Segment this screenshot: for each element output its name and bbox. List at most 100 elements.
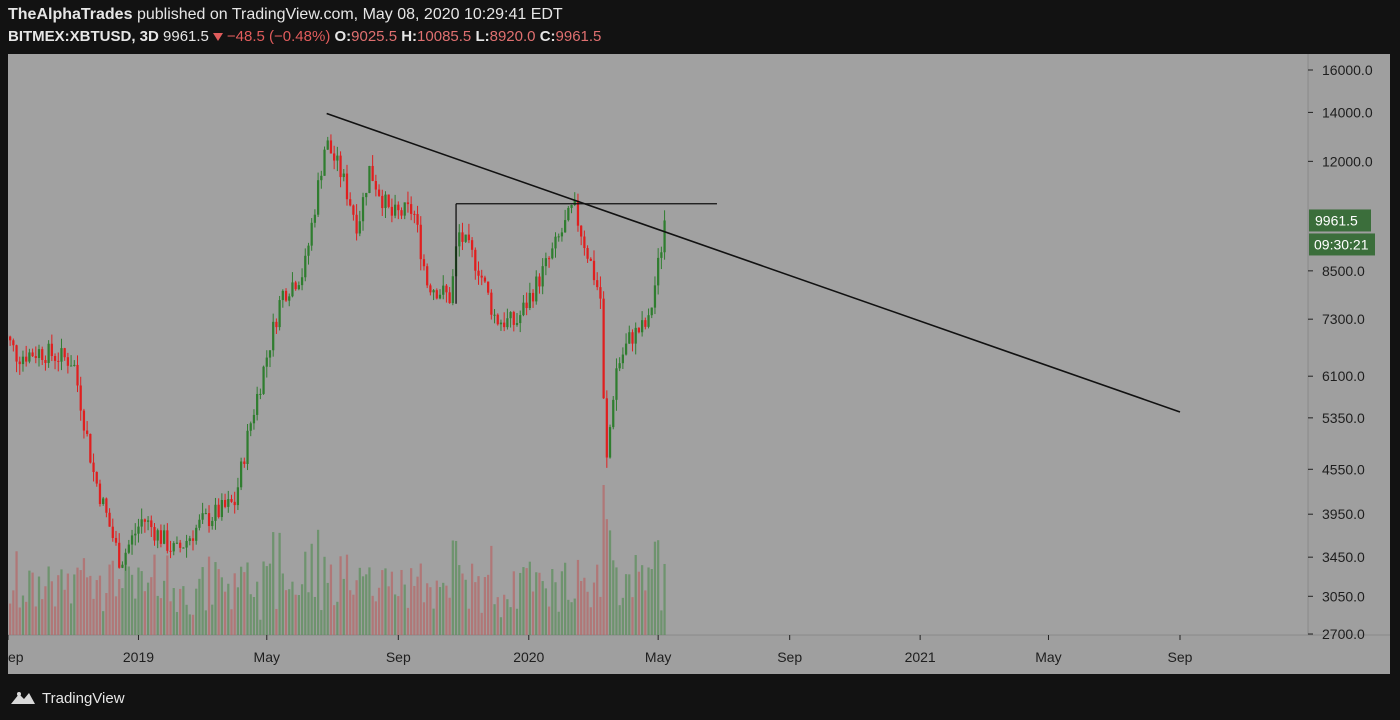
candle-body — [432, 290, 434, 292]
time-tick-label: 2019 — [123, 649, 154, 665]
countdown-badge-text: 09:30:21 — [1314, 236, 1369, 252]
volume-bar — [19, 607, 21, 635]
candle-body — [410, 204, 412, 214]
volume-bar — [631, 597, 633, 635]
volume-bar — [542, 581, 544, 635]
volume-bar — [590, 607, 592, 635]
candle-body — [141, 519, 143, 526]
candle-body — [445, 286, 447, 293]
candle-body — [439, 295, 441, 299]
volume-bar — [574, 599, 576, 635]
volume-bar — [635, 555, 637, 635]
candle-body — [214, 505, 216, 521]
volume-bar — [551, 569, 553, 635]
candle-body — [355, 215, 357, 234]
volume-bar — [92, 599, 94, 635]
volume-bar — [654, 542, 656, 635]
volume-bar — [577, 560, 579, 635]
volume-bar — [638, 572, 640, 635]
candle-body — [115, 538, 117, 543]
candle-body — [388, 195, 390, 207]
chart-canvas[interactable]: 16000.0 14000.0 12000.0 8500.0 7300.0 6100.0 5… — [8, 54, 1390, 674]
volume-bar — [413, 586, 415, 635]
symbol-line: BITMEX:XBTUSD, 3D 9961.5 −48.5 (−0.48%) O… — [8, 26, 601, 48]
tradingview-logo-icon[interactable] — [10, 688, 36, 708]
candle-body — [497, 315, 499, 325]
candle-body — [86, 431, 88, 434]
candle-body — [131, 535, 133, 544]
down-triangle-icon — [213, 33, 223, 41]
volume-bar — [253, 597, 255, 635]
volume-bar — [509, 607, 511, 635]
price-axis[interactable] — [1308, 54, 1390, 635]
volume-bar — [355, 580, 357, 635]
candle-body — [269, 350, 271, 357]
symbol-label[interactable]: BITMEX:XBTUSD, 3D — [8, 28, 159, 45]
volume-bar — [516, 609, 518, 635]
candle-body — [397, 205, 399, 211]
volume-bar — [105, 593, 107, 635]
candle-body — [323, 150, 325, 176]
volume-bar — [278, 533, 280, 635]
volume-bar — [218, 569, 220, 635]
candle-body — [307, 246, 309, 256]
volume-bar — [651, 569, 653, 635]
volume-bar — [266, 566, 268, 635]
price-chart[interactable]: 16000.0 14000.0 12000.0 8500.0 7300.0 6100.0 5… — [8, 54, 1390, 674]
volume-bar — [561, 571, 563, 635]
volume-bar — [606, 519, 608, 635]
volume-bar — [64, 590, 66, 635]
publisher-name[interactable]: TheAlphaTrades — [8, 6, 132, 23]
candle-body — [134, 534, 136, 536]
volume-bar — [108, 565, 110, 635]
candle-body — [474, 250, 476, 271]
candle-body — [182, 548, 184, 549]
volume-bar — [410, 568, 412, 635]
candle-body — [227, 499, 229, 507]
candle-body — [590, 259, 592, 261]
volume-bar — [349, 590, 351, 635]
low-label: L: — [475, 28, 489, 45]
candle-body — [278, 300, 280, 327]
candle-body — [163, 530, 165, 543]
volume-bar — [205, 610, 207, 635]
candle-body — [526, 303, 528, 308]
candle-body — [275, 322, 277, 327]
price-tick-label: 4550.0 — [1322, 461, 1365, 477]
chart-header: TheAlphaTrades published on TradingView.… — [8, 4, 601, 52]
candle-body — [57, 361, 59, 362]
volume-bar — [384, 568, 386, 635]
candle-body — [381, 196, 383, 208]
candle-body — [503, 323, 505, 328]
candle-body — [285, 291, 287, 301]
volume-bar — [657, 540, 659, 635]
candle-body — [76, 365, 78, 386]
volume-bar — [416, 577, 418, 635]
candle-body — [622, 355, 624, 364]
volume-bar — [125, 560, 127, 635]
volume-bar — [262, 561, 264, 635]
time-tick-label: May — [1035, 649, 1061, 665]
price-tick-label: 5350.0 — [1322, 410, 1365, 426]
candle-body — [67, 357, 69, 366]
candle-body — [327, 140, 329, 149]
volume-bar — [160, 598, 162, 635]
candle-body — [253, 415, 255, 423]
volume-bar — [548, 607, 550, 635]
candle-body — [144, 519, 146, 521]
candle-body — [465, 235, 467, 242]
candle-body — [12, 340, 14, 345]
candle-body — [567, 208, 569, 220]
volume-bar — [102, 611, 104, 635]
candle-body — [416, 214, 418, 225]
time-tick-label: Sep — [386, 649, 411, 665]
volume-bar — [330, 565, 332, 635]
footer-brand[interactable]: TradingView — [42, 690, 125, 707]
candle-body — [635, 328, 637, 344]
volume-bar — [137, 568, 139, 635]
volume-bar — [73, 574, 75, 635]
volume-bar — [195, 589, 197, 635]
volume-bar — [250, 594, 252, 635]
volume-bar — [365, 574, 367, 635]
candle-body — [80, 385, 82, 410]
